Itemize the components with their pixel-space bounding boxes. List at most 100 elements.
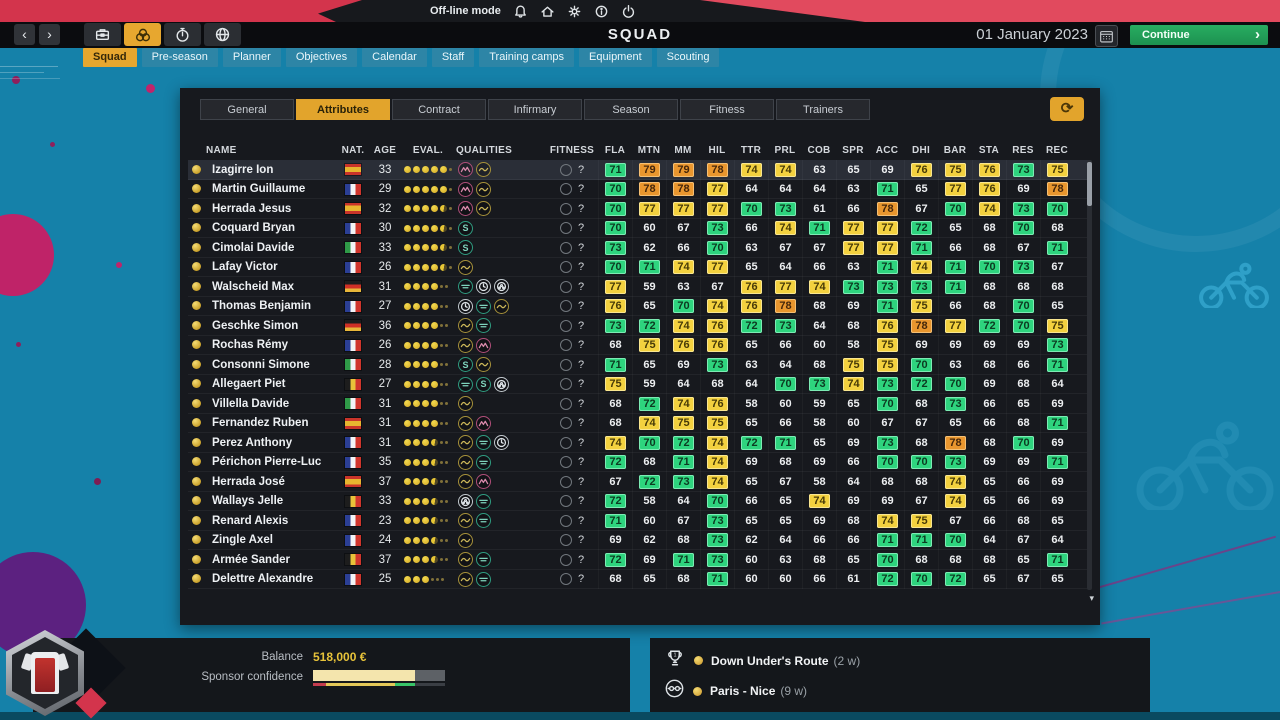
table-row[interactable]: Périchon Pierre-Luc 35? 72 68 71 74 69 68 69 66 70… bbox=[188, 453, 1090, 472]
power-icon[interactable] bbox=[621, 4, 636, 19]
table-row[interactable]: Delettre Alexandre 25? 68 65 68 71 60 60 66 61 72 7… bbox=[188, 570, 1090, 589]
wheel-button[interactable] bbox=[204, 23, 241, 46]
table-row[interactable]: Geschke Simon 36? 73 72 74 76 72 73 64 68 76 78 77 72… bbox=[188, 316, 1090, 336]
stat-value: 71 bbox=[1047, 552, 1068, 567]
scroll-down-arrow[interactable]: ▾ bbox=[1089, 593, 1094, 603]
column-header-res[interactable]: RES bbox=[1012, 144, 1034, 156]
rider-name: Renard Alexis bbox=[212, 514, 289, 527]
rider-coin-icon bbox=[192, 398, 201, 408]
table-row[interactable]: Walscheid Max 31? 77 59 63 67 76 77 74 73 73 73 71 68… bbox=[188, 277, 1090, 297]
calendar-icon-button[interactable] bbox=[1095, 25, 1118, 47]
column-header-qualities[interactable]: QUALITIES bbox=[456, 144, 513, 156]
rider-name: Coquard Bryan bbox=[212, 222, 296, 235]
table-row[interactable]: Wallays Jelle 33? 72 58 64 70 66 65 74 69 69 67 74 65… bbox=[188, 492, 1090, 511]
table-row[interactable]: Izagirre Ion 33? 71 79 79 78 74 74 63 65 69 76 75 76 7… bbox=[188, 160, 1090, 180]
sub-tab-trainers[interactable]: Trainers bbox=[776, 99, 870, 120]
scrollbar-thumb[interactable] bbox=[1087, 162, 1092, 206]
stat-value: 65 bbox=[745, 417, 758, 430]
column-header-ttr[interactable]: TTR bbox=[740, 144, 762, 156]
vertical-scrollbar[interactable] bbox=[1087, 160, 1092, 590]
gear-icon[interactable] bbox=[567, 4, 582, 19]
race-duration: (2 w) bbox=[833, 653, 861, 668]
back-button[interactable]: ‹ bbox=[14, 24, 35, 45]
stat-value: 68 bbox=[983, 280, 996, 293]
nav-tab-squad[interactable]: Squad bbox=[83, 48, 137, 67]
sub-tab-infirmary[interactable]: Infirmary bbox=[488, 99, 582, 120]
table-row[interactable]: Allegaert Piet 27 S? 75 59 64 68 64 70 73 74 73 72 70… bbox=[188, 375, 1090, 394]
table-row[interactable]: Rochas Rémy 26? 68 75 76 76 65 66 60 58 75 69 69 69 69… bbox=[188, 336, 1090, 355]
column-header-nat[interactable]: NAT. bbox=[341, 144, 365, 156]
column-header-spr[interactable]: SPR bbox=[842, 144, 864, 156]
briefcase-button[interactable] bbox=[84, 23, 121, 46]
continue-button[interactable]: Continue › bbox=[1130, 25, 1268, 45]
column-header-sta[interactable]: STA bbox=[978, 144, 1000, 156]
rider-name: Delettre Alexandre bbox=[212, 573, 314, 586]
stat-value: 70 bbox=[911, 357, 932, 372]
balance-value: 518,000 € bbox=[313, 650, 367, 664]
rider-name: Walscheid Max bbox=[212, 280, 295, 293]
column-header-mtn[interactable]: MTN bbox=[637, 144, 661, 156]
bell-icon[interactable] bbox=[513, 4, 528, 19]
column-header-fitness[interactable]: FITNESS bbox=[549, 144, 595, 156]
table-row[interactable]: Consonni Simone 28 S? 71 65 69 73 63 64 68 75 75 70 6… bbox=[188, 355, 1090, 375]
nav-tab-training-camps[interactable]: Training camps bbox=[479, 48, 575, 67]
column-header-fla[interactable]: FLA bbox=[604, 144, 626, 156]
nav-tab-pre-season[interactable]: Pre-season bbox=[141, 48, 218, 67]
column-header-dhi[interactable]: DHI bbox=[911, 144, 931, 156]
stat-value: 73 bbox=[605, 318, 626, 333]
race-list-item[interactable]: 1 Down Under's Route (2 w) bbox=[664, 648, 860, 673]
home-icon[interactable] bbox=[540, 4, 555, 19]
column-header-eval[interactable]: EVAL. bbox=[412, 144, 444, 156]
table-row[interactable]: Herrada José 37? 67 72 73 74 65 67 58 64 68 68 74 65 6… bbox=[188, 472, 1090, 492]
stat-value: 71 bbox=[877, 533, 898, 548]
table-row[interactable]: Cimolai Davide 33 S? 73 62 66 70 63 67 67 77 77 71 66… bbox=[188, 238, 1090, 258]
team-button[interactable] bbox=[124, 23, 161, 46]
stat-value: 75 bbox=[945, 162, 966, 177]
sub-tab-fitness[interactable]: Fitness bbox=[680, 99, 774, 120]
table-row[interactable]: Lafay Victor 26? 70 71 74 77 65 64 66 63 71 74 71 70 7… bbox=[188, 258, 1090, 277]
column-header-bar[interactable]: BAR bbox=[943, 144, 967, 156]
column-header-age[interactable]: AGE bbox=[373, 144, 397, 156]
table-row[interactable]: Villella Davide 31? 68 72 74 76 58 60 59 65 70 68 73… bbox=[188, 394, 1090, 414]
hills-quality-icon bbox=[476, 357, 491, 373]
column-header-hil[interactable]: HIL bbox=[708, 144, 726, 156]
sub-tab-season[interactable]: Season bbox=[584, 99, 678, 120]
stat-value: 69 bbox=[983, 456, 996, 469]
race-list-item[interactable]: Paris - Nice (9 w) bbox=[664, 678, 807, 704]
nav-tab-equipment[interactable]: Equipment bbox=[579, 48, 652, 67]
nav-tab-scouting[interactable]: Scouting bbox=[656, 48, 720, 67]
stopwatch-button[interactable] bbox=[164, 23, 201, 46]
table-row[interactable]: Herrada Jesus 32? 70 77 77 77 70 73 61 66 78 67 70 74… bbox=[188, 199, 1090, 219]
table-row[interactable]: Martin Guillaume 29? 70 78 78 77 64 64 64 63 71 65 7… bbox=[188, 180, 1090, 199]
refresh-button[interactable]: ⟳ bbox=[1050, 97, 1084, 121]
forward-button[interactable]: › bbox=[39, 24, 60, 45]
sub-tab-general[interactable]: General bbox=[200, 99, 294, 120]
table-row[interactable]: Thomas Benjamin 27? 76 65 70 74 76 78 68 69 71 75 66… bbox=[188, 297, 1090, 316]
column-header-name[interactable]: NAME bbox=[206, 144, 237, 156]
column-header-prl[interactable]: PRL bbox=[774, 144, 796, 156]
table-row[interactable]: Armée Sander 37? 72 69 71 73 60 63 68 65 70 68 68 68 6… bbox=[188, 550, 1090, 570]
info-icon[interactable] bbox=[594, 4, 609, 19]
team-badge[interactable] bbox=[6, 628, 126, 719]
nav-tab-staff[interactable]: Staff bbox=[431, 48, 475, 67]
column-header-acc[interactable]: ACC bbox=[875, 144, 899, 156]
nationality-flag-es bbox=[345, 476, 361, 488]
table-row[interactable]: Zingle Axel 24? 69 62 68 73 62 64 66 66 71 71 70 64 67… bbox=[188, 531, 1090, 550]
nav-tab-calendar[interactable]: Calendar bbox=[362, 48, 427, 67]
stat-value: 70 bbox=[1013, 299, 1034, 314]
stat-value: 60 bbox=[745, 573, 758, 586]
column-header-cob[interactable]: COB bbox=[807, 144, 831, 156]
table-row[interactable]: Perez Anthony 31? 74 70 72 74 72 71 65 69 73 68 78 68… bbox=[188, 433, 1090, 453]
stat-value: 75 bbox=[605, 377, 626, 392]
table-row[interactable]: Renard Alexis 23? 71 60 67 73 65 65 69 68 74 75 67 66… bbox=[188, 511, 1090, 531]
nav-tab-objectives[interactable]: Objectives bbox=[285, 48, 358, 67]
sub-tab-attributes[interactable]: Attributes bbox=[296, 99, 390, 120]
stat-value: 74 bbox=[605, 435, 626, 450]
column-header-mm[interactable]: MM bbox=[674, 144, 692, 156]
column-header-rec[interactable]: REC bbox=[1045, 144, 1068, 156]
table-row[interactable]: Coquard Bryan 30 S? 70 60 67 73 66 74 71 77 77 72 65 6… bbox=[188, 219, 1090, 238]
nav-tab-planner[interactable]: Planner bbox=[222, 48, 281, 67]
table-row[interactable]: Fernandez Ruben 31? 68 74 75 75 65 66 58 60 67 67 65… bbox=[188, 414, 1090, 433]
sub-tab-contract[interactable]: Contract bbox=[392, 99, 486, 120]
stat-value: 70 bbox=[673, 299, 694, 314]
